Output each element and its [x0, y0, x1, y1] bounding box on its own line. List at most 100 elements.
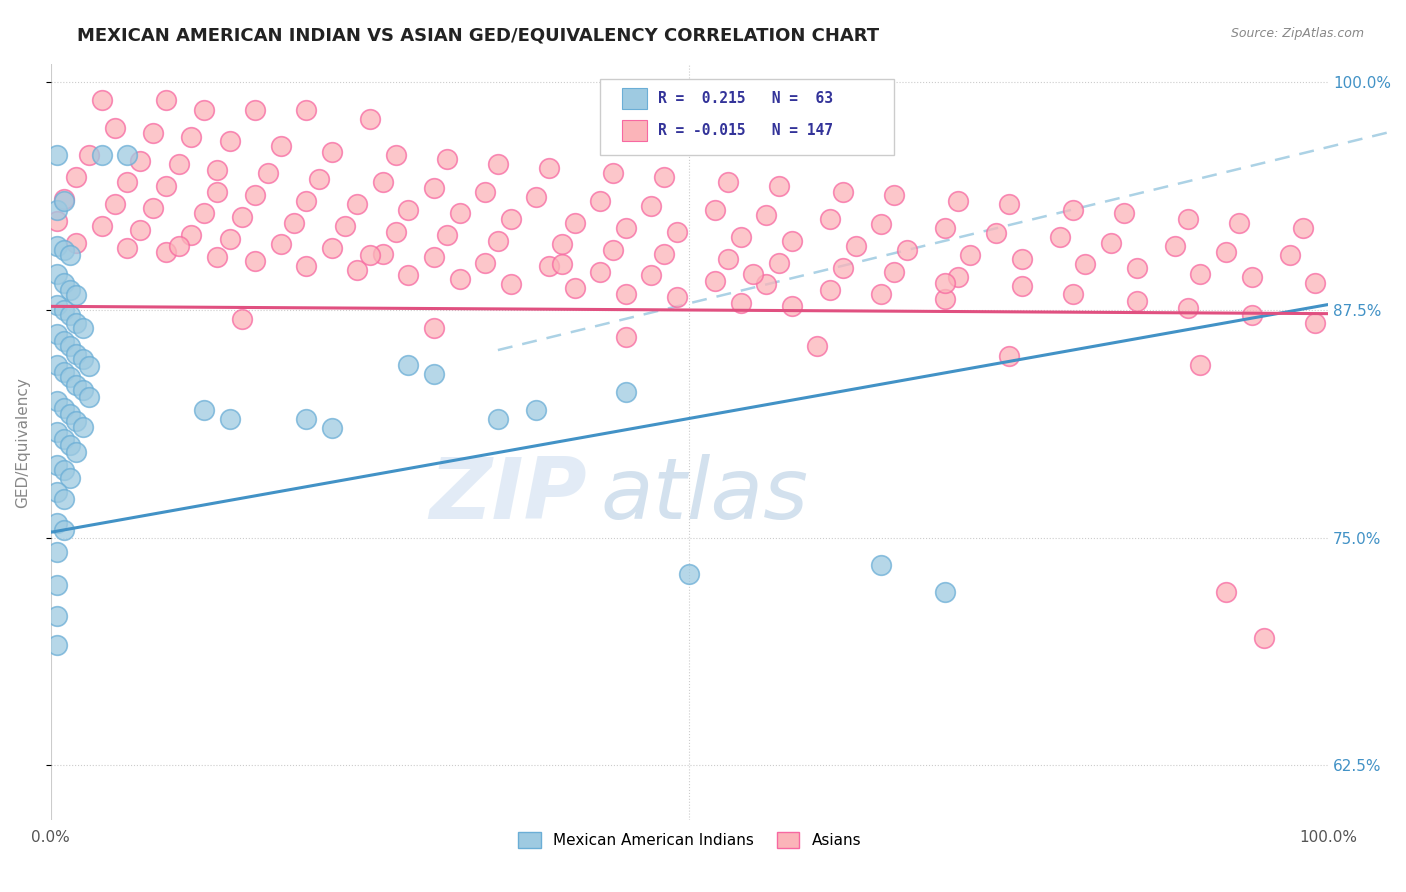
Point	[346, 197, 368, 211]
Point	[1164, 239, 1187, 253]
Point	[295, 103, 318, 117]
Point	[46, 638, 69, 652]
Point	[90, 148, 112, 162]
Point	[423, 250, 446, 264]
Point	[398, 202, 420, 217]
Point	[129, 153, 152, 168]
Point	[65, 377, 87, 392]
Point	[883, 265, 905, 279]
Point	[934, 585, 956, 599]
Point	[52, 243, 75, 257]
Point	[946, 270, 969, 285]
Point	[959, 248, 981, 262]
Point	[780, 234, 803, 248]
Point	[564, 281, 586, 295]
Point	[1305, 316, 1327, 330]
Point	[245, 103, 267, 117]
Point	[129, 223, 152, 237]
Point	[359, 248, 381, 262]
Point	[998, 349, 1021, 363]
Point	[423, 367, 446, 381]
Point	[104, 197, 127, 211]
Point	[52, 276, 75, 290]
Point	[883, 188, 905, 202]
Point	[205, 162, 228, 177]
Point	[934, 276, 956, 290]
Point	[65, 414, 87, 428]
Point	[245, 253, 267, 268]
Point	[818, 211, 841, 226]
Point	[205, 250, 228, 264]
Point	[665, 290, 688, 304]
Point	[193, 206, 215, 220]
Point	[167, 157, 190, 171]
Point	[984, 227, 1007, 241]
FancyBboxPatch shape	[600, 79, 894, 155]
Point	[998, 197, 1021, 211]
Point	[46, 516, 69, 530]
Point	[46, 202, 69, 217]
Point	[52, 524, 75, 538]
Point	[46, 239, 69, 253]
Point	[768, 179, 790, 194]
Point	[117, 148, 139, 162]
Point	[436, 152, 458, 166]
Point	[1099, 235, 1122, 250]
Point	[333, 219, 356, 234]
Point	[52, 194, 75, 208]
Point	[295, 194, 318, 208]
Point	[46, 213, 69, 227]
Point	[142, 201, 165, 215]
Point	[870, 558, 893, 572]
Point	[499, 211, 522, 226]
Point	[384, 225, 406, 239]
Point	[551, 257, 574, 271]
Point	[742, 267, 765, 281]
Point	[602, 243, 624, 257]
Point	[449, 272, 471, 286]
Point	[398, 358, 420, 372]
Point	[117, 241, 139, 255]
Point	[524, 190, 547, 204]
Point	[717, 176, 740, 190]
Point	[1227, 216, 1250, 230]
Point	[65, 235, 87, 250]
Point	[934, 292, 956, 306]
Point	[321, 241, 343, 255]
Point	[486, 157, 509, 171]
Point	[180, 130, 202, 145]
Point	[371, 176, 394, 190]
Point	[142, 126, 165, 140]
Point	[104, 120, 127, 135]
Point	[46, 545, 69, 559]
Point	[551, 237, 574, 252]
Point	[946, 194, 969, 208]
Point	[818, 283, 841, 297]
Point	[499, 277, 522, 292]
Point	[564, 216, 586, 230]
Point	[90, 94, 112, 108]
Point	[1112, 206, 1135, 220]
Point	[270, 139, 292, 153]
Point	[652, 169, 675, 184]
Point	[1189, 267, 1212, 281]
Point	[46, 326, 69, 341]
Point	[1215, 244, 1237, 259]
Point	[72, 383, 94, 397]
Point	[295, 260, 318, 274]
Point	[218, 134, 240, 148]
Point	[831, 261, 853, 276]
Point	[640, 199, 662, 213]
Point	[831, 185, 853, 199]
Point	[65, 445, 87, 459]
Point	[46, 148, 69, 162]
Point	[1177, 301, 1199, 315]
Point	[730, 230, 752, 244]
Point	[806, 339, 828, 353]
Point	[1062, 286, 1084, 301]
Point	[589, 265, 612, 279]
Point	[704, 274, 727, 288]
Point	[602, 166, 624, 180]
Point	[72, 321, 94, 335]
Point	[90, 219, 112, 234]
